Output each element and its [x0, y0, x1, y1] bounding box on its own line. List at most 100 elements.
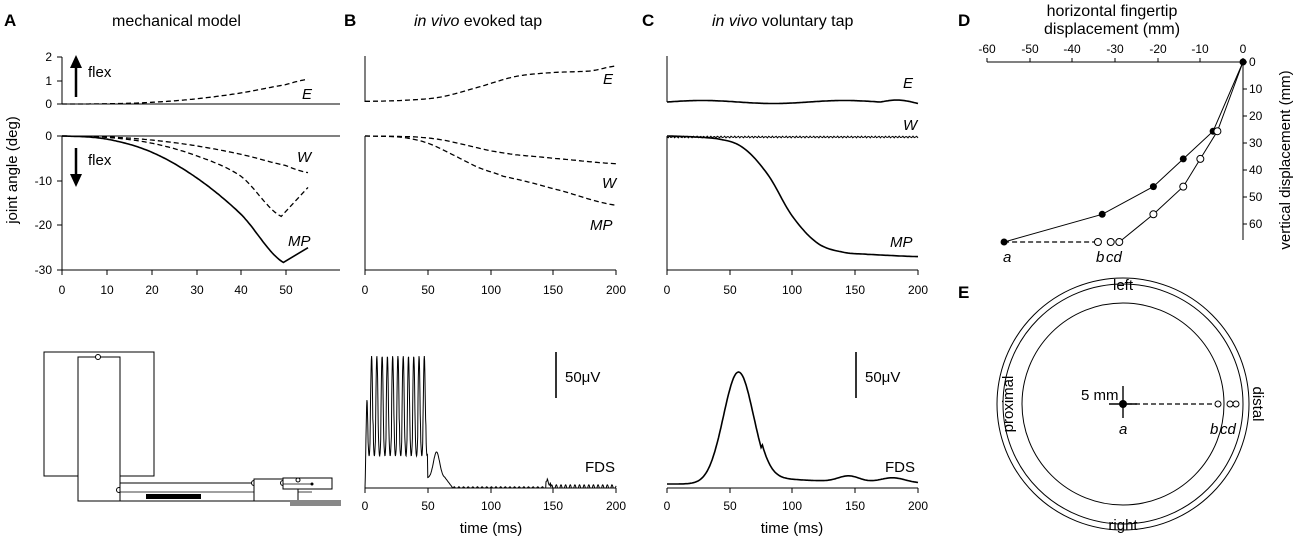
d-open-marker: [1149, 210, 1158, 219]
d-label-b: b: [1096, 249, 1104, 266]
a-bot-tick-m10: -10: [35, 174, 53, 188]
e-label-a: a: [1119, 421, 1127, 438]
d-xtick-m60: -60: [978, 42, 996, 56]
d-y-axis-label: vertical displacement (mm): [1277, 70, 1294, 249]
a-bot-series-mp: [61, 135, 309, 264]
e-outer-circle-2: [1002, 283, 1244, 525]
e-crosshair-icon: [1109, 386, 1137, 418]
b-top-label-e: E: [603, 71, 614, 88]
e-marker-d: [1232, 400, 1240, 408]
c-emg-xtick-150: 150: [845, 499, 865, 513]
c-emg-xtick-100: 100: [782, 499, 802, 513]
e-label-left: left: [1113, 277, 1134, 294]
d-filled-marker: [1179, 155, 1187, 163]
b-emg-xtick-200: 200: [606, 499, 626, 513]
c-emg-xtick-50: 50: [723, 499, 737, 513]
e-label-b: b: [1210, 421, 1218, 438]
b-x-axis-label: time (ms): [460, 520, 523, 537]
mechanical-model-drawing: [43, 351, 341, 506]
a-top-tick-1: 1: [45, 74, 52, 88]
d-ytick-20: 20: [1249, 109, 1263, 123]
c-emg-series-fds: [667, 371, 919, 485]
b-xtick-50: 50: [421, 283, 435, 297]
panel-b-letter: B: [344, 11, 356, 30]
c-scale-label: 50μV: [865, 369, 900, 386]
d-ytick-50: 50: [1249, 190, 1263, 204]
e-label-right: right: [1108, 517, 1138, 534]
a-xtick-0: 0: [59, 283, 66, 297]
d-trajectory-filled: [1003, 61, 1244, 243]
c-x-axis-label: time (ms): [761, 520, 824, 537]
d-open-marker: [1106, 238, 1115, 246]
panel-c-title: in vivo voluntary tap: [712, 13, 854, 30]
b-xtick-100: 100: [481, 283, 501, 297]
b-fds-label: FDS: [585, 459, 615, 476]
b-bot-series-w: [365, 135, 617, 165]
c-fds-label: FDS: [885, 459, 915, 476]
a-top-yticks: [57, 56, 62, 105]
y-axis-label: joint angle (deg): [4, 116, 21, 225]
d-label-cd: cd: [1106, 249, 1123, 266]
d-xticks: [986, 58, 1244, 62]
a-xtick-40: 40: [234, 283, 248, 297]
e-label-proximal: proximal: [1000, 376, 1017, 433]
a-flex-up-label: flex: [88, 64, 112, 81]
d-ytick-0: 0: [1249, 55, 1256, 69]
a-bot-label-mp: MP: [288, 233, 311, 250]
a-bot-series-e-joint: [62, 135, 309, 218]
panel-b: B in vivo evoked tap E 0 50 100 150 200 …: [344, 11, 626, 537]
a-top-tick-2: 2: [45, 50, 52, 64]
e-inner-circle: [1021, 302, 1225, 506]
b-emg-xticks: [364, 488, 617, 493]
c-emg-xticks: [666, 488, 919, 493]
d-filled-marker: [1149, 183, 1157, 191]
d-xtick-m50: -50: [1021, 42, 1039, 56]
d-open-marker: [1115, 238, 1124, 246]
d-xtick-m10: -10: [1191, 42, 1209, 56]
d-open-marker: [1093, 238, 1102, 246]
panel-d: D horizontal fingertip displacement (mm)…: [958, 3, 1294, 266]
b-emg-xtick-100: 100: [481, 499, 501, 513]
panel-c-letter: C: [642, 11, 654, 30]
c-bot-label-mp: MP: [890, 234, 913, 251]
b-top-series-e: [365, 65, 617, 102]
b-bot-label-w: W: [602, 175, 618, 192]
d-ytick-10: 10: [1249, 82, 1263, 96]
c-xtick-50: 50: [723, 283, 737, 297]
a-xtick-50: 50: [279, 283, 293, 297]
d-xtick-m20: -20: [1149, 42, 1167, 56]
a-bot-tick-m20: -20: [35, 218, 53, 232]
e-marker-b: [1214, 400, 1222, 408]
panel-d-title-line2: displacement (mm): [1044, 21, 1180, 38]
a-top-series-e: [62, 78, 309, 105]
d-open-marker: [1196, 154, 1205, 163]
e-marker-c: [1226, 400, 1234, 408]
d-ytick-40: 40: [1249, 163, 1263, 177]
b-emg-xtick-0: 0: [362, 499, 369, 513]
d-ytick-30: 30: [1249, 136, 1263, 150]
b-bot-xticks: [364, 270, 617, 275]
c-xtick-0: 0: [664, 283, 671, 297]
b-emg-xtick-150: 150: [543, 499, 563, 513]
a-bot-label-w: W: [297, 149, 313, 166]
a-top-label-e: E: [302, 86, 313, 103]
a-bot-xticks: [61, 270, 287, 275]
flex-down-arrow-icon: [70, 148, 82, 187]
e-label-distal: distal: [1249, 386, 1266, 421]
c-bot-xticks: [666, 270, 919, 275]
d-yticks: [1243, 61, 1247, 225]
e-outer-circle-1: [996, 277, 1250, 531]
d-filled-marker: [1239, 58, 1247, 66]
a-top-tick-0: 0: [45, 97, 52, 111]
panel-b-title: in vivo evoked tap: [414, 13, 542, 30]
b-bot-label-mp: MP: [590, 217, 613, 234]
b-bot-series-mp: [365, 135, 617, 206]
d-ytick-60: 60: [1249, 217, 1263, 231]
a-bot-yticks: [57, 135, 62, 271]
d-trajectory-open: [1118, 61, 1244, 243]
d-xtick-m30: -30: [1106, 42, 1124, 56]
d-open-marker: [1179, 182, 1188, 191]
c-top-series-e: [666, 99, 919, 105]
c-bot-label-w: W: [903, 117, 919, 134]
